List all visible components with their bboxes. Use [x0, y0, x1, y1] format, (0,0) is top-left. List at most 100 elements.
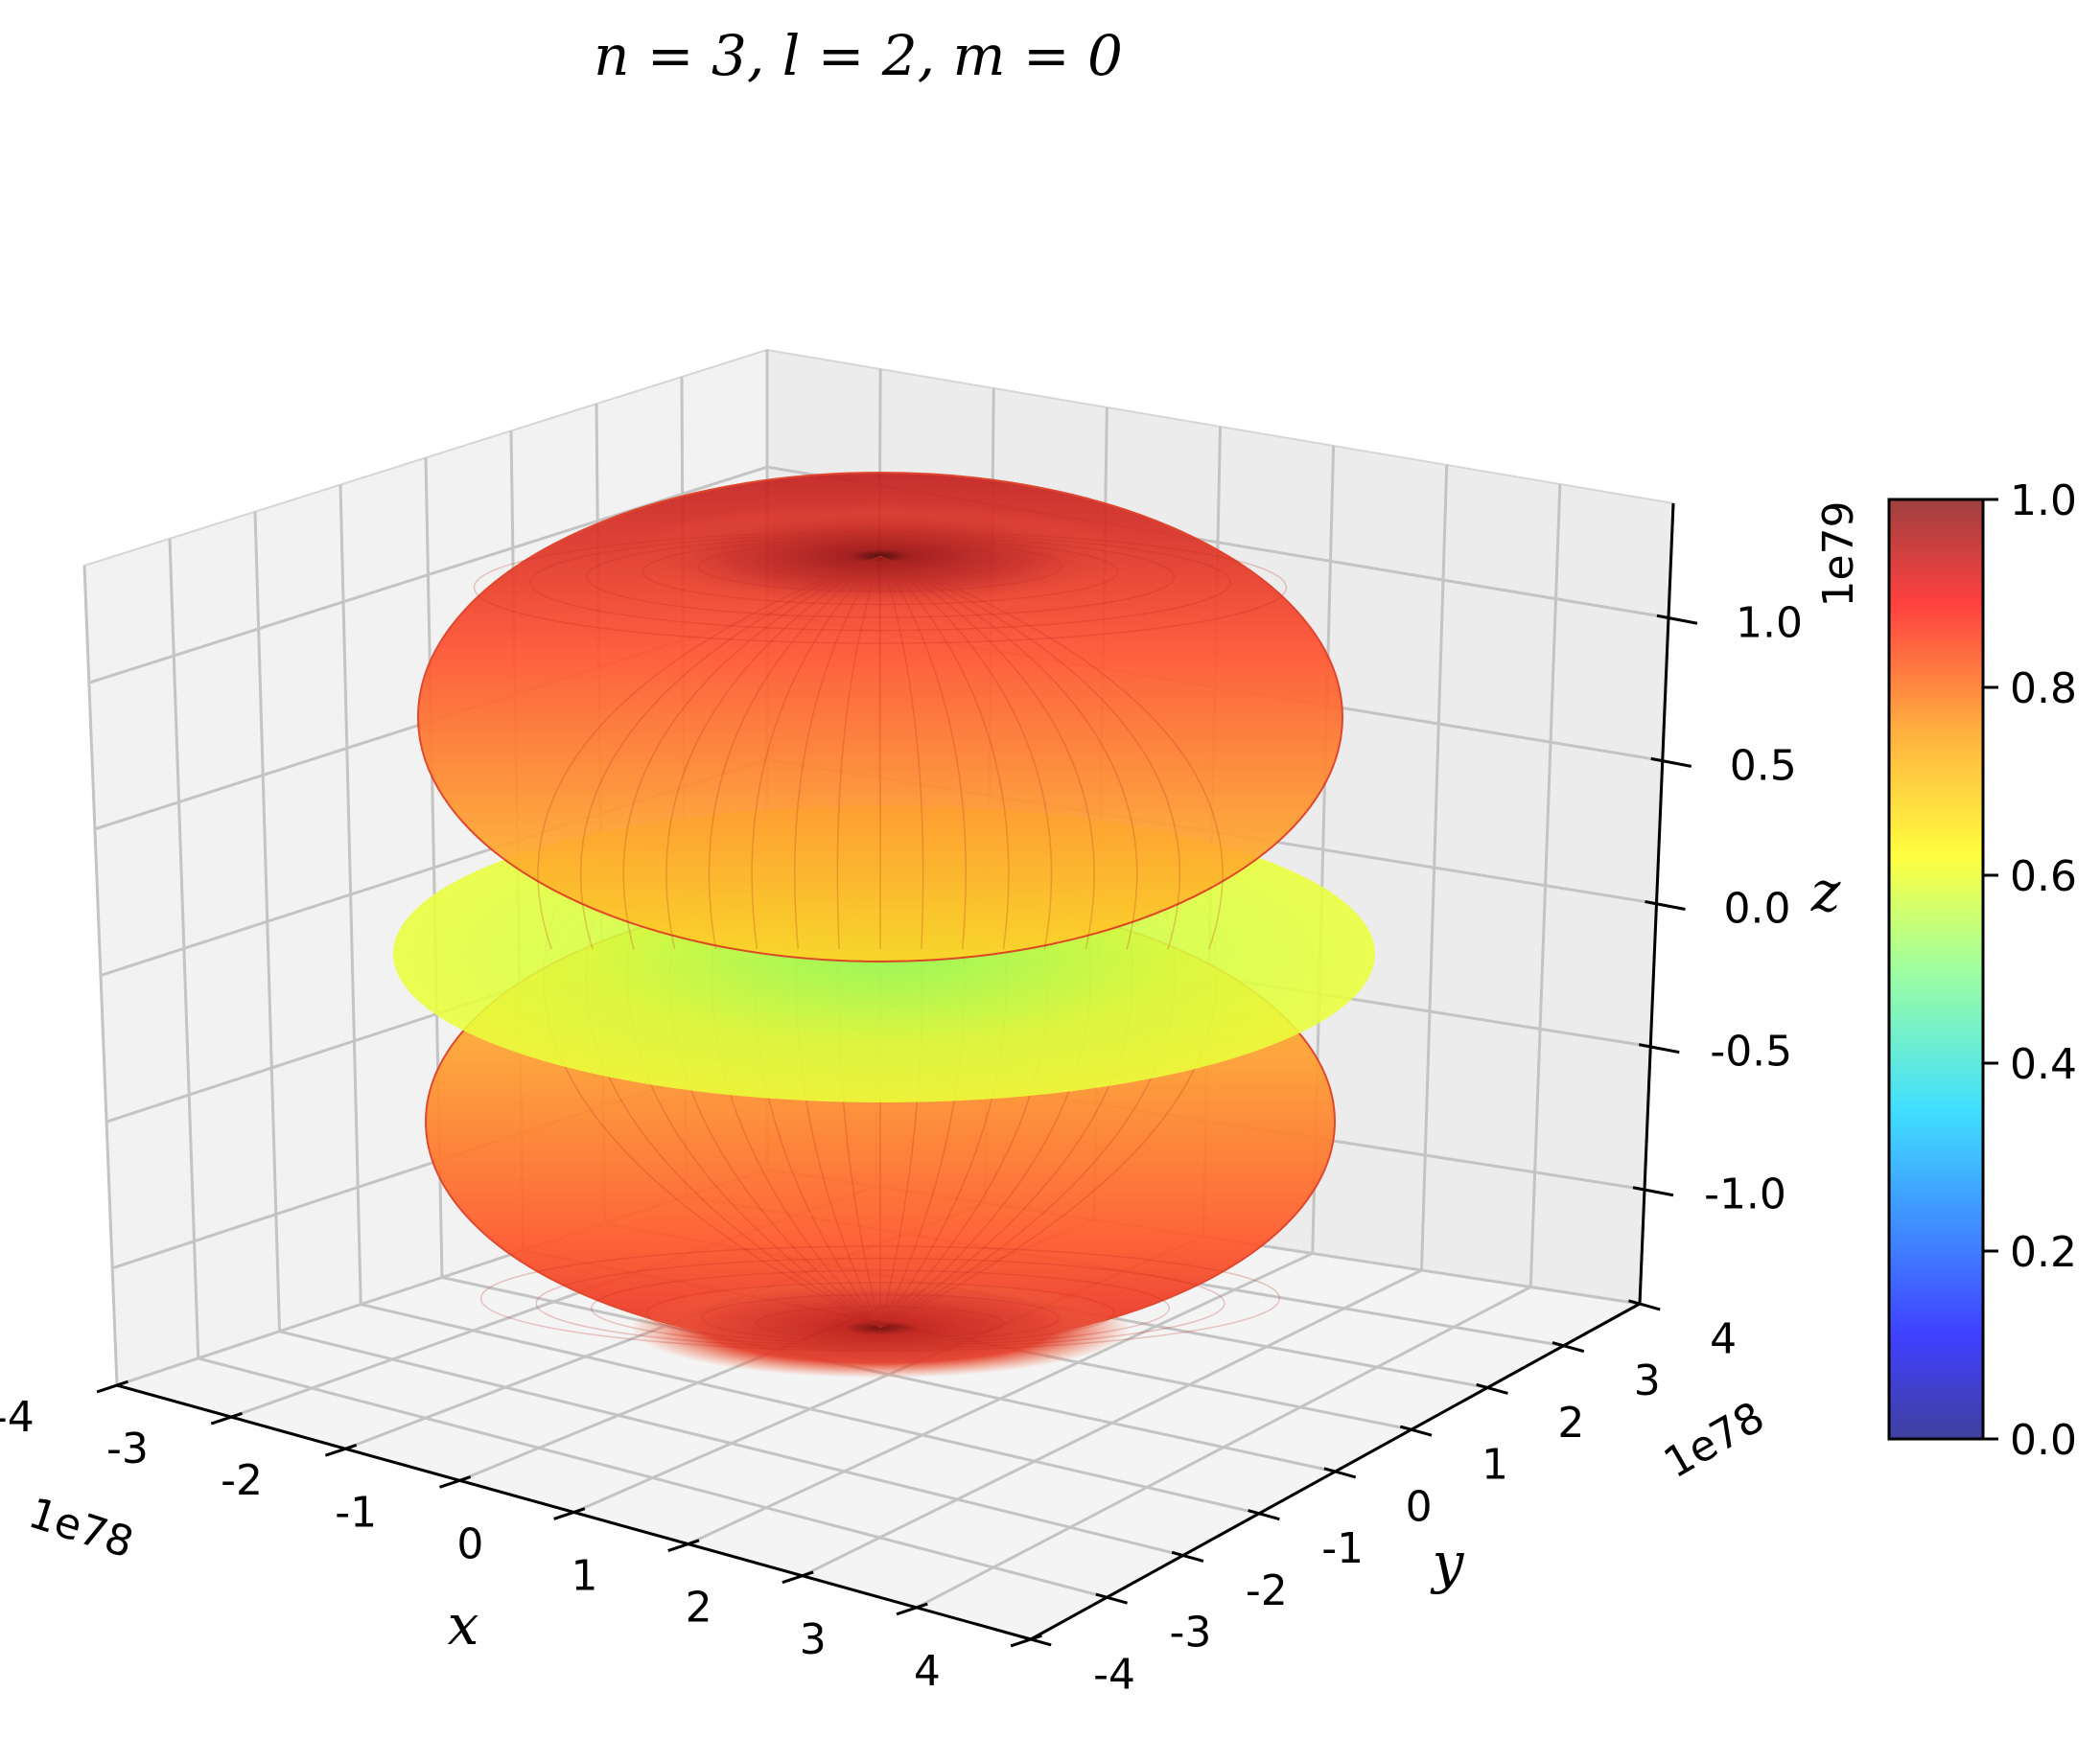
upper-lobe-pole [625, 501, 1135, 611]
upper-lobe-mesh-meridian [751, 555, 881, 950]
x-tick-label: -3 [106, 1425, 149, 1473]
x-tick-mark [896, 1602, 928, 1616]
upper-lobe-mesh-meridian [879, 555, 1010, 950]
z-tick-mark [1632, 1186, 1674, 1197]
upper-lobe-mesh [473, 530, 1288, 950]
upper-lobe-mesh-meridian [579, 555, 881, 950]
upper-lobe-mesh-meridian [879, 555, 967, 950]
floor-grid-y [279, 1330, 1184, 1557]
colorbar-ticks: 0.0 0.2 0.4 0.6 0.8 1.0 [1983, 476, 2077, 1465]
y-tick-mark [1628, 1299, 1661, 1311]
upper-lobe-mesh-meridian [537, 555, 881, 950]
upper-lobe-mesh-meridian [879, 555, 1138, 950]
orbital-surface [393, 472, 1375, 1379]
x-tick-label: 4 [914, 1647, 941, 1696]
x-axis-label: x [448, 1592, 479, 1658]
y-tick-label: 3 [1634, 1356, 1661, 1405]
z-tick-label: -1.0 [1704, 1171, 1786, 1219]
z-tick-label: -0.5 [1710, 1028, 1792, 1077]
lower-lobe-mesh-ring [535, 1257, 1225, 1350]
y-tick-label: 2 [1557, 1399, 1584, 1448]
y-tick-mark [1476, 1382, 1508, 1395]
y-tick-label: 1 [1482, 1441, 1508, 1490]
colorbar-offset-label: 1e79 [1814, 500, 1863, 607]
colorbar-tick-label: 1.0 [2010, 476, 2077, 525]
x-tick-label: -1 [335, 1488, 377, 1537]
upper-lobe-mesh-meridian [879, 555, 924, 950]
y-tick-label: 0 [1406, 1482, 1433, 1531]
y-tick-label: -4 [1093, 1650, 1135, 1699]
upper-lobe-mesh-ring [697, 541, 1063, 592]
y-offset-label: 1e78 [1656, 1393, 1773, 1489]
lower-lobe-mesh-ring [645, 1282, 1115, 1345]
lower-lobe-mesh-ring [590, 1269, 1171, 1347]
floor-grid-y [360, 1303, 1260, 1516]
x-offset-label: 1e78 [23, 1489, 139, 1568]
colorbar-tick-label: 0.4 [2010, 1040, 2077, 1089]
upper-lobe-mesh-meridian [708, 555, 881, 950]
x-tick-label: 1 [571, 1552, 597, 1601]
floor-grid-y [198, 1356, 1108, 1599]
y-tick-mark [1171, 1550, 1204, 1563]
colorbar-tick-label: 0.8 [2010, 664, 2077, 713]
y-tick-mark [1095, 1592, 1128, 1605]
upper-lobe-mesh-meridian [879, 555, 1095, 950]
colorbar: 0.0 0.2 0.4 0.6 0.8 1.0 1e79 [1814, 476, 2077, 1465]
x-tick-labels: -4 -3 -2 -1 0 1 2 3 4 [0, 1393, 941, 1696]
z-tick-label: 1.0 [1736, 598, 1803, 647]
colorbar-tick-label: 0.0 [2010, 1416, 2077, 1465]
upper-lobe-mesh-meridian [622, 555, 881, 950]
lower-lobe-mesh-ring [479, 1245, 1281, 1352]
lower-lobe-pole [630, 1277, 1131, 1379]
colorbar-tick-label: 0.6 [2010, 852, 2077, 901]
y-tick-label: -3 [1170, 1609, 1212, 1658]
colorbar-bar [1887, 498, 1985, 1441]
x-tick-label: -2 [221, 1456, 263, 1505]
upper-lobe-mesh-meridian [665, 555, 881, 950]
z-axis-label: z [1810, 859, 1841, 924]
upper-lobe-mesh-ring [642, 538, 1119, 606]
upper-lobe-body [417, 472, 1343, 962]
upper-lobe-mesh-meridian [879, 555, 1224, 950]
upper-lobe-mesh-meridian [879, 555, 1053, 950]
y-tick-mark [1248, 1509, 1280, 1521]
lower-lobe-mesh-ring [701, 1293, 1060, 1342]
x-tick-label: -4 [0, 1393, 35, 1442]
y-tick-label: -2 [1246, 1566, 1288, 1615]
y-tick-mark [1019, 1635, 1052, 1647]
z-tick-mark [1645, 900, 1686, 911]
y-tick-mark [1399, 1425, 1433, 1437]
upper-lobe-mesh-ring [754, 543, 1007, 580]
x-tick-label: 2 [686, 1584, 712, 1633]
z-tick-mark [1638, 1043, 1680, 1055]
upper-lobe-mesh-ring [529, 533, 1231, 632]
y-tick-mark [1552, 1341, 1585, 1354]
z-tick-mark [1650, 756, 1692, 768]
lower-lobe-mesh-ring [756, 1306, 1005, 1340]
y-tick-mark [1323, 1467, 1357, 1479]
x-tick-mark [439, 1475, 472, 1489]
upper-lobe-mesh-ring [473, 530, 1288, 644]
axes-lines [96, 502, 1698, 1648]
x-tick-mark [324, 1444, 358, 1457]
x-tick-mark [553, 1507, 586, 1520]
y-tick-labels: -4 -3 -2 -1 012 34 [1093, 1314, 1737, 1699]
chart-title: n = 3, l = 2, m = 0 [594, 23, 1123, 88]
y-tick-label: -1 [1321, 1524, 1364, 1573]
z-tick-label: 0.0 [1724, 885, 1791, 934]
upper-lobe-mesh-meridian [879, 555, 1181, 950]
x-tick-mark [210, 1411, 243, 1426]
x-tick-mark [782, 1570, 814, 1585]
y-tick-label: 4 [1710, 1314, 1737, 1363]
z-tick-mark [1656, 614, 1698, 625]
colorbar-tick-label: 0.2 [2010, 1228, 2077, 1277]
upper-lobe [417, 472, 1343, 962]
upper-lobe-mesh-meridian [836, 555, 881, 950]
upper-lobe-mesh-meridian [794, 555, 881, 950]
upper-lobe-mesh-ring [585, 535, 1176, 618]
z-tick-labels: -1.0 -0.5 0.0 0.5 1.0 [1704, 598, 1803, 1218]
x-tick-label: 3 [800, 1615, 827, 1664]
x-tick-mark [96, 1380, 128, 1394]
